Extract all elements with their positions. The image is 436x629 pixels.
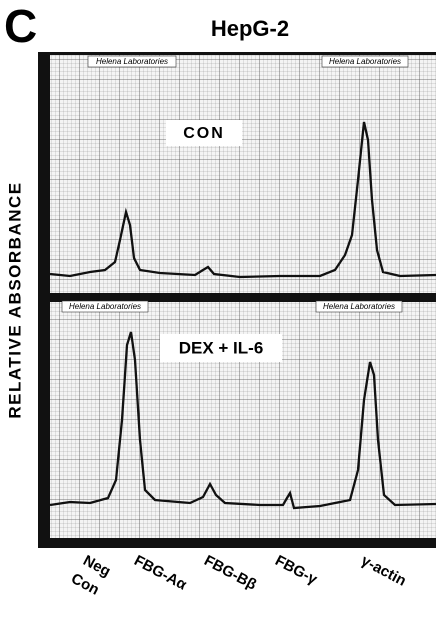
label-box <box>166 120 242 146</box>
brand: Helena Laboratories <box>96 57 168 66</box>
x-label: FBG-Aα <box>131 552 190 594</box>
x-label: FBG-Bβ <box>201 552 259 594</box>
brand: Helena Laboratories <box>323 302 395 311</box>
x-label: FBG-γ <box>272 552 320 588</box>
trace <box>49 331 436 510</box>
x-labels: Neg Con FBG-Aα FBG-Bβ FBG-γ γ-actin <box>68 552 409 599</box>
panel-label: C <box>4 0 37 52</box>
figure-title: HepG-2 <box>211 16 289 41</box>
grid <box>50 55 436 293</box>
brand-box <box>61 300 149 313</box>
x-label: γ-actin <box>358 552 409 590</box>
brand-box <box>87 55 177 68</box>
y-axis-label: RELATIVE ABSORBANCE <box>5 181 24 418</box>
panel-condition: CON <box>183 125 225 142</box>
brand-box <box>321 55 409 68</box>
panel-condition: DEX + IL-6 <box>179 338 264 357</box>
trace <box>49 121 436 279</box>
brand: Helena Laboratories <box>69 302 141 311</box>
brand: Helena Laboratories <box>329 57 401 66</box>
label-box <box>160 334 282 362</box>
brand-box <box>315 300 403 313</box>
brand-group: Helena Laboratories Helena Laboratories … <box>61 55 409 313</box>
